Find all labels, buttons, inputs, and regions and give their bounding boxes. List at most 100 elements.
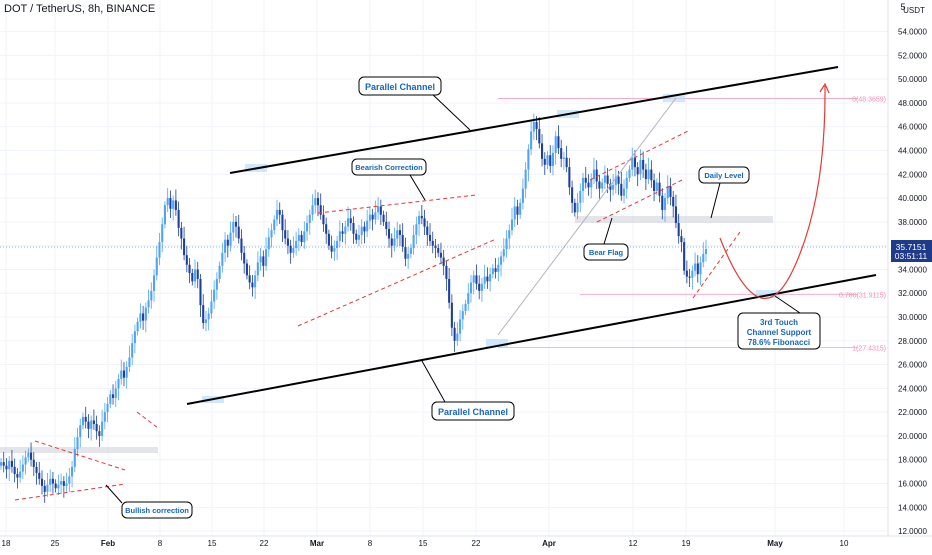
- candle-body: [92, 420, 95, 425]
- candle-body: [459, 319, 462, 334]
- candle-body: [161, 224, 164, 243]
- candle-body: [606, 175, 609, 184]
- bullish-correction-bottom: [14, 483, 126, 501]
- candle-body: [469, 282, 473, 294]
- candle-body: [530, 131, 533, 150]
- candle-body: [592, 169, 596, 180]
- candle-body: [387, 229, 391, 239]
- candle-body: [46, 484, 49, 492]
- candle-body: [494, 268, 497, 272]
- candle-body: [683, 242, 686, 271]
- candle-body: [527, 149, 530, 170]
- candle-body: [702, 253, 705, 263]
- candle-body: [357, 234, 361, 240]
- y-tick-label: 34.0000: [898, 265, 927, 274]
- candle-body: [625, 177, 628, 189]
- candle-body: [251, 282, 254, 288]
- candle-body: [49, 478, 52, 485]
- candle-body: [398, 230, 401, 235]
- callout-text-bullish: Bullish correction: [125, 506, 189, 515]
- candle-body: [385, 221, 388, 230]
- candle-body: [489, 274, 492, 282]
- candle-body: [379, 206, 382, 215]
- candle-body: [169, 198, 172, 209]
- candle-body: [587, 182, 590, 188]
- x-tick-label: Apr: [542, 539, 556, 548]
- candle-body: [330, 245, 333, 252]
- candle-body: [109, 394, 112, 404]
- x-tick-label: 22: [260, 539, 269, 548]
- candle-body: [60, 481, 63, 485]
- candle-body: [412, 234, 415, 249]
- candle-body: [644, 169, 647, 180]
- candle-body: [513, 206, 516, 220]
- candle-body: [163, 205, 166, 225]
- candle-body: [136, 321, 139, 332]
- candle-body: [426, 226, 429, 235]
- candle-body: [622, 188, 626, 196]
- candle-body: [237, 226, 240, 239]
- candle-body: [202, 305, 205, 323]
- candle-body: [226, 239, 229, 246]
- candle-body: [418, 215, 421, 225]
- candle-body: [10, 460, 13, 467]
- candle-body: [215, 278, 218, 290]
- candles: [0, 113, 708, 503]
- y-tick-label: 30.0000: [898, 313, 927, 322]
- candle-body: [439, 252, 442, 258]
- candle-body: [68, 476, 71, 484]
- fib-label: 1(27.4315): [852, 346, 886, 353]
- y-tick-label: 50.0000: [898, 75, 927, 84]
- candle-body: [631, 157, 634, 170]
- candle-body: [103, 412, 106, 422]
- candle-body: [393, 238, 396, 246]
- candle-body: [232, 221, 235, 233]
- candle-body: [595, 169, 598, 182]
- candle-body: [16, 474, 19, 478]
- candle-body: [35, 466, 38, 473]
- candle-body: [502, 249, 505, 257]
- candle-body: [259, 256, 262, 263]
- y-tick-label: 22.0000: [898, 408, 927, 417]
- candle-body: [704, 249, 708, 254]
- candle-body: [363, 226, 366, 232]
- candle-body: [87, 421, 90, 429]
- candle-body: [327, 233, 330, 246]
- candle-body: [557, 136, 560, 149]
- candle-body: [245, 263, 248, 276]
- candle-body: [84, 416, 87, 422]
- callout-text-daily: Daily Level: [704, 171, 743, 180]
- callout-pointer-bullish: [105, 484, 123, 504]
- bearish-correction-top: [317, 194, 477, 214]
- candle-body: [661, 195, 664, 210]
- y-tick-label: 48.0000: [898, 99, 927, 108]
- x-tick-label: 15: [419, 539, 428, 548]
- candle-body: [306, 223, 309, 232]
- callout-text-support-1: 3rd Touch: [760, 318, 798, 327]
- candle-body: [275, 209, 279, 220]
- candle-body: [125, 366, 128, 378]
- bullish-correction-top: [34, 440, 126, 471]
- candle-body: [538, 129, 541, 144]
- candle-body: [428, 234, 432, 241]
- candle-body: [213, 289, 216, 302]
- candle-body: [43, 485, 46, 492]
- candle-body: [453, 327, 456, 341]
- candle-body: [521, 188, 524, 203]
- candle-body: [483, 276, 486, 284]
- candle-body: [166, 198, 169, 206]
- candle-body: [101, 421, 104, 436]
- candle-body: [461, 311, 464, 320]
- candle-body: [139, 313, 142, 322]
- candle-body: [95, 424, 98, 432]
- candle-body: [114, 388, 117, 398]
- candle-body: [590, 179, 593, 188]
- candle-body: [642, 160, 645, 170]
- candle-body: [674, 206, 677, 224]
- y-tick-label: 54.0000: [898, 28, 927, 37]
- candle-body: [133, 331, 136, 344]
- candle-body: [497, 264, 500, 272]
- candle-body: [541, 143, 544, 159]
- callout-pointer-support: [774, 295, 801, 314]
